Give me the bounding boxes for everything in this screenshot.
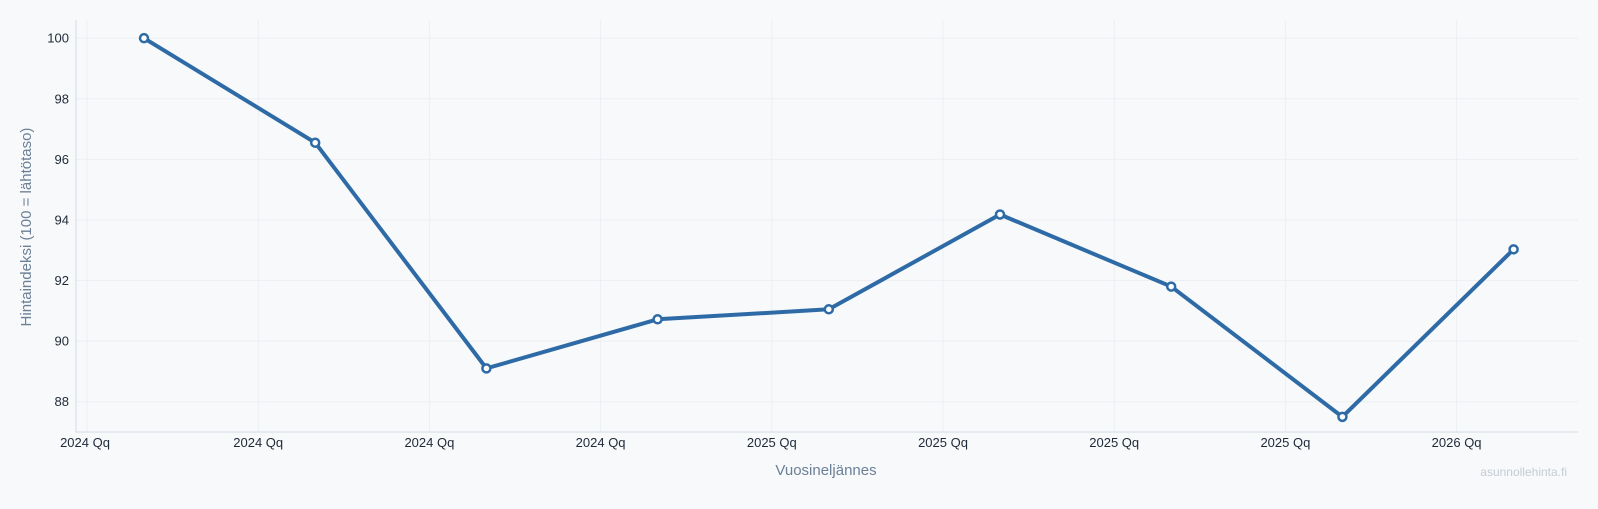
x-tick-label: 2025 Qq [1260,435,1310,450]
data-point [1337,411,1348,423]
data-point [1165,281,1177,292]
x-tick-label: 2026 Qq [1432,435,1482,450]
data-point [823,304,835,315]
x-axis-title: Vuosineljännes [775,462,876,479]
y-tick-label: 90 [55,334,69,349]
series [138,32,1519,423]
data-point [138,32,150,44]
x-tick-label: 2024 Qq [404,435,454,450]
y-tick-label: 100 [47,31,69,46]
data-point [481,363,492,374]
data-point [994,209,1006,220]
y-axis-title: Hintaindeksi (100 = lähtötaso) [18,128,35,327]
axes [75,20,1578,433]
x-tick-label: 2025 Qq [747,435,797,450]
watermark: asunnollehinta.fi [1480,465,1567,479]
y-tick-label: 88 [55,394,69,409]
x-tick-label: 2025 Qq [1089,435,1139,450]
y-tick-label: 96 [55,152,69,167]
series-line [142,36,1516,419]
data-point [652,314,663,325]
y-tick-label: 98 [55,91,69,106]
x-tick-label: 2025 Qq [918,435,968,450]
grid [76,20,1578,432]
x-tick-labels: 2024 Qq 2024 Qq 2024 Qq 2024 Qq 2025 Qq 2025 … [60,435,1481,450]
y-tick-labels: 88 90 92 94 96 98 100 [47,31,69,410]
x-tick-label: 2024 Qq [233,435,283,450]
data-point [1508,244,1519,255]
data-point [309,137,321,148]
x-tick-label: 2024 Qq [60,435,110,450]
y-tick-label: 94 [55,212,69,227]
x-tick-label: 2024 Qq [576,435,626,450]
y-tick-label: 92 [55,273,69,288]
